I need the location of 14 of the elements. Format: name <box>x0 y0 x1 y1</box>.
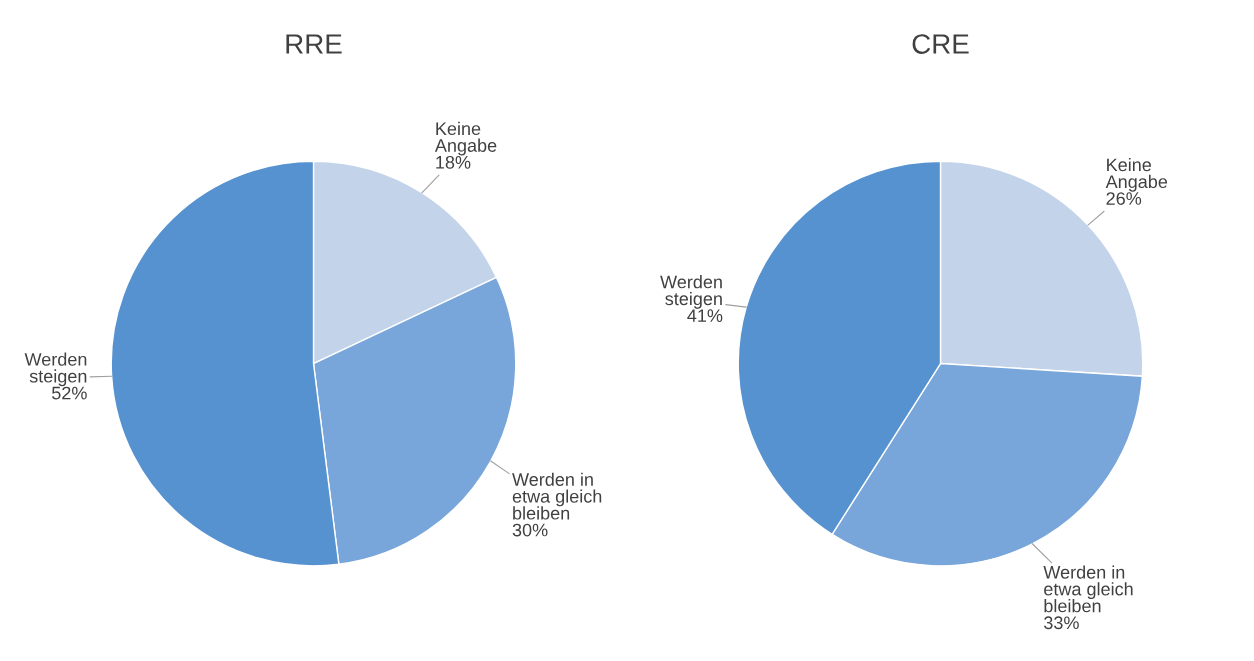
slice-label: Werden in etwa gleich bleiben <box>512 472 602 520</box>
data-label: 41% <box>687 309 723 322</box>
data-label: 52% <box>52 386 87 400</box>
slice-label: Keine Angabe <box>434 121 497 156</box>
slice-label: Werden steigen <box>24 352 87 387</box>
chart-title: RRE <box>286 34 342 54</box>
slice-label: Werden steigen <box>660 275 722 309</box>
data-label: 18% <box>436 155 471 169</box>
data-label: 30% <box>512 523 548 537</box>
slice-label: Keine Angabe <box>1105 157 1168 192</box>
slice-label: Werden in etwa gleich bleiben <box>1043 565 1133 613</box>
data-label: 26% <box>1106 192 1142 205</box>
chart-title: CRE <box>912 34 969 54</box>
data-label: 33% <box>1044 616 1079 630</box>
